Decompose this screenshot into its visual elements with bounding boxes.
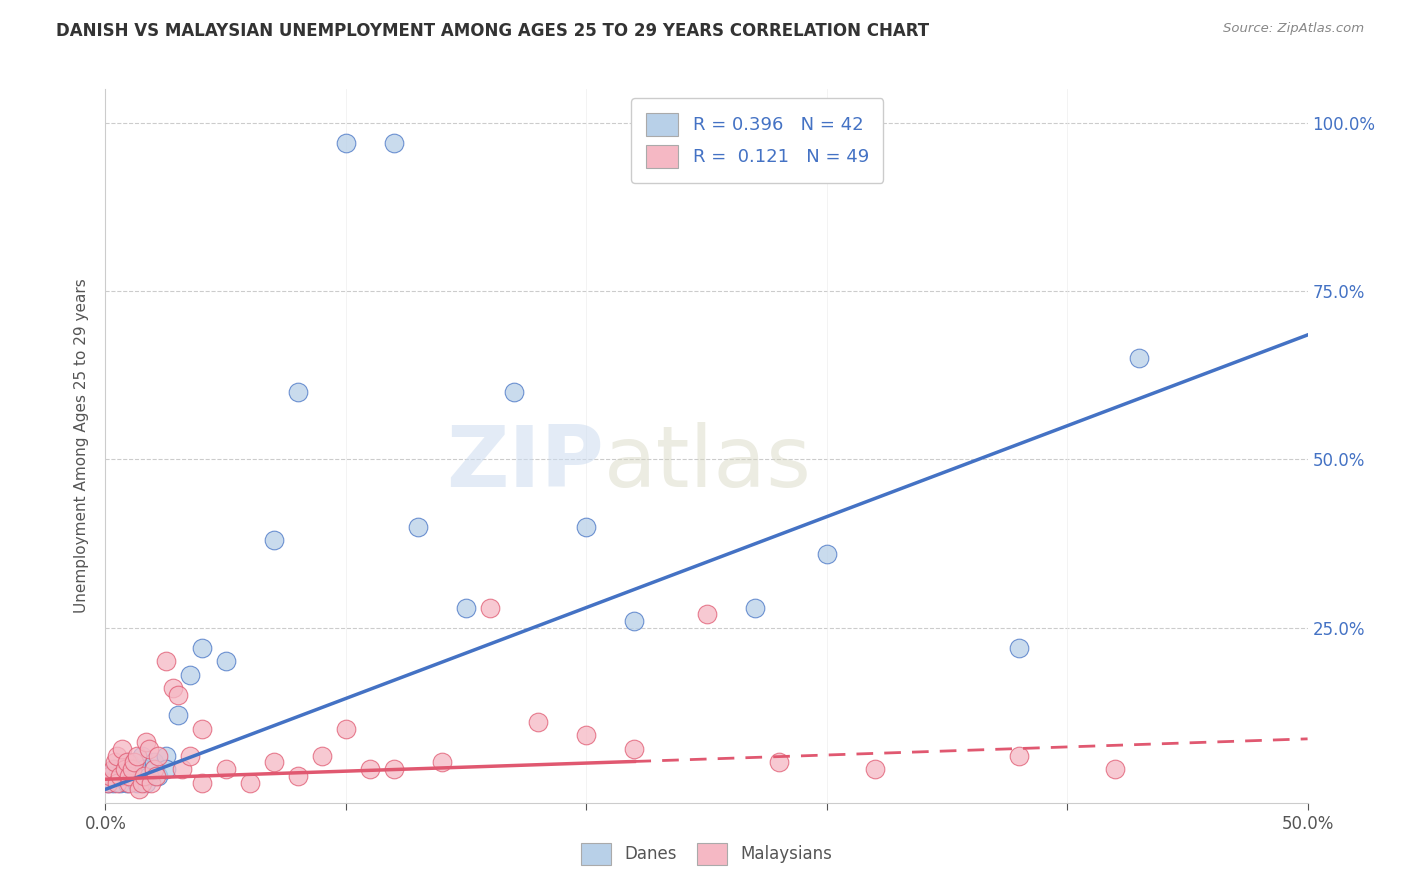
Point: [479, 600, 502, 615]
Point: [382, 762, 405, 776]
Point: [111, 742, 134, 756]
Point: [125, 748, 148, 763]
Point: [1128, 351, 1150, 366]
Point: [142, 756, 165, 770]
Point: [166, 688, 188, 702]
Point: [132, 769, 155, 783]
Point: [132, 762, 155, 776]
Point: [107, 775, 129, 789]
Point: [166, 708, 188, 723]
Point: [118, 756, 141, 770]
Point: [1104, 762, 1126, 776]
Point: [263, 756, 285, 770]
Point: [125, 775, 148, 789]
Point: [503, 385, 526, 400]
Point: [128, 762, 150, 776]
Point: [335, 722, 357, 736]
Point: [172, 762, 194, 776]
Point: [190, 722, 212, 736]
Point: [131, 775, 153, 789]
Point: [121, 762, 143, 776]
Point: [139, 775, 162, 789]
Point: [101, 762, 124, 776]
Point: [104, 756, 127, 770]
Point: [124, 769, 146, 783]
Point: [863, 762, 886, 776]
Point: [145, 769, 167, 783]
Point: [335, 136, 357, 150]
Point: [287, 385, 309, 400]
Text: atlas: atlas: [605, 422, 813, 506]
Point: [190, 640, 212, 655]
Point: [287, 769, 309, 783]
Point: [179, 668, 201, 682]
Point: [162, 681, 184, 696]
Point: [111, 762, 134, 776]
Point: [108, 769, 131, 783]
Point: [131, 748, 153, 763]
Point: [118, 775, 141, 789]
Point: [575, 520, 598, 534]
Point: [815, 547, 838, 561]
Point: [359, 762, 381, 776]
Text: DANISH VS MALAYSIAN UNEMPLOYMENT AMONG AGES 25 TO 29 YEARS CORRELATION CHART: DANISH VS MALAYSIAN UNEMPLOYMENT AMONG A…: [56, 22, 929, 40]
Point: [114, 762, 136, 776]
Text: ZIP: ZIP: [447, 422, 605, 506]
Point: [107, 769, 129, 783]
Point: [311, 748, 333, 763]
Point: [135, 735, 157, 749]
Point: [114, 769, 136, 783]
Point: [138, 769, 160, 783]
Point: [115, 775, 138, 789]
Point: [115, 756, 138, 770]
Point: [118, 762, 141, 776]
Point: [118, 769, 141, 783]
Point: [128, 782, 150, 797]
Point: [97, 775, 120, 789]
Point: [239, 775, 262, 789]
Point: [138, 742, 160, 756]
Point: [1008, 640, 1031, 655]
Point: [107, 748, 129, 763]
Y-axis label: Unemployment Among Ages 25 to 29 years: Unemployment Among Ages 25 to 29 years: [75, 278, 90, 614]
Point: [1008, 748, 1031, 763]
Point: [148, 769, 170, 783]
Point: [454, 600, 477, 615]
Point: [382, 136, 405, 150]
Point: [124, 756, 146, 770]
Point: [135, 775, 157, 789]
Point: [155, 762, 177, 776]
Point: [744, 600, 766, 615]
Point: [118, 769, 141, 783]
Legend: Danes, Malaysians: Danes, Malaysians: [572, 835, 841, 873]
Point: [430, 756, 453, 770]
Point: [214, 762, 236, 776]
Text: Source: ZipAtlas.com: Source: ZipAtlas.com: [1223, 22, 1364, 36]
Point: [623, 742, 645, 756]
Point: [155, 748, 177, 763]
Point: [97, 775, 120, 789]
Point: [155, 655, 177, 669]
Point: [575, 729, 598, 743]
Point: [142, 762, 165, 776]
Point: [190, 775, 212, 789]
Point: [527, 714, 550, 729]
Point: [263, 533, 285, 548]
Point: [142, 762, 165, 776]
Point: [131, 769, 153, 783]
Point: [623, 614, 645, 628]
Point: [696, 607, 718, 622]
Point: [98, 769, 121, 783]
Point: [214, 655, 236, 669]
Point: [179, 748, 201, 763]
Point: [406, 520, 429, 534]
Point: [101, 775, 124, 789]
Point: [148, 748, 170, 763]
Point: [104, 762, 127, 776]
Point: [768, 756, 790, 770]
Point: [98, 769, 121, 783]
Point: [108, 775, 131, 789]
